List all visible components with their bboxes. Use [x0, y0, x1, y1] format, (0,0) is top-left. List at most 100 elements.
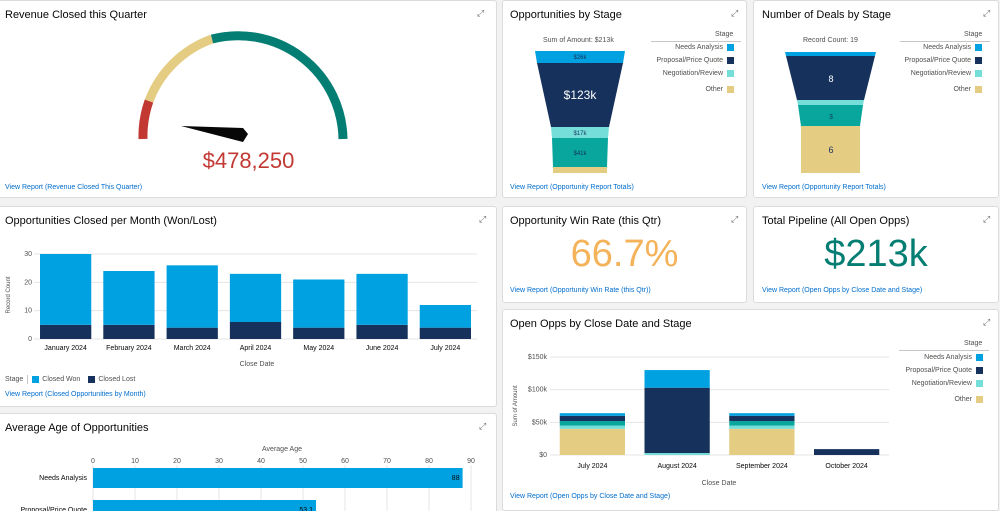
bar-closed-won	[166, 265, 218, 328]
expand-icon[interactable]: ⤢	[983, 8, 991, 18]
opp-stage-legend-title: Stage	[715, 31, 734, 38]
bar-needs-analysis	[729, 413, 795, 416]
x-tick-label: 0	[91, 458, 95, 465]
x-tick-label: 70	[383, 458, 391, 465]
gauge-needle	[181, 126, 248, 142]
funnel-label-other: 6	[828, 145, 833, 155]
legend-item-negotiation[interactable]: Negotiation/Review	[663, 70, 734, 77]
x-axis-title: Close Date	[240, 361, 275, 368]
revenue-value: $478,250	[202, 148, 295, 173]
bar-closed-lost	[166, 327, 218, 339]
revenue-report-link[interactable]: View Report (Revenue Closed This Quarter…	[5, 184, 143, 191]
y-tick-label: 10	[24, 308, 32, 315]
revenue-title: Revenue Closed this Quarter	[5, 9, 147, 21]
closed-month-card: Opportunities Closed per Month (Won/Lost…	[0, 206, 497, 407]
expand-icon[interactable]: ⤢	[479, 214, 487, 224]
funnel-label-teal: 3	[829, 114, 833, 121]
x-axis-title: Close Date	[702, 480, 737, 487]
legend-item-needs-analysis[interactable]: Needs Analysis	[675, 44, 734, 51]
x-tick-label: June 2024	[366, 345, 399, 352]
legend-swatch	[976, 396, 983, 403]
legend-swatch	[88, 376, 96, 383]
expand-icon[interactable]: ⤢	[479, 421, 487, 431]
funnel-label-proposal: $123k	[564, 88, 598, 102]
legend-item-proposal[interactable]: Proposal/Price Quote	[904, 57, 982, 64]
expand-icon[interactable]: ⤢	[477, 8, 485, 18]
open-opps-legend-title: Stage	[964, 340, 983, 347]
x-tick-label: February 2024	[106, 345, 152, 352]
open-opps-chart: Sum of Amount Close Date $0 $50k $100k $150…	[513, 354, 889, 487]
funnel-label-proposal: 8	[828, 74, 833, 84]
revenue-card: Revenue Closed this Quarter ⤢ $478,250 V…	[0, 0, 497, 198]
expand-icon[interactable]: ⤢	[731, 8, 739, 18]
closed-month-report-link[interactable]: View Report (Closed Opportunities by Mon…	[5, 391, 146, 398]
deals-stage-report-link[interactable]: View Report (Opportunity Report Totals)	[762, 184, 886, 191]
y-axis-title: Sum of Amount	[513, 385, 519, 426]
opp-stage-report-link[interactable]: View Report (Opportunity Report Totals)	[510, 184, 634, 191]
x-axis-title: Average Age	[262, 446, 302, 453]
funnel-needs-analysis	[535, 51, 625, 63]
pipeline-title: Total Pipeline (All Open Opps)	[762, 215, 910, 227]
open-opps-report-link[interactable]: View Report (Open Opps by Close Date and…	[510, 493, 671, 500]
expand-icon[interactable]: ⤢	[731, 214, 739, 224]
funnel-label-needs: $26k	[573, 55, 587, 61]
x-tick-label: September 2024	[736, 463, 788, 470]
win-rate-title: Opportunity Win Rate (this Qtr)	[510, 215, 661, 227]
legend-item-other[interactable]: Other	[953, 86, 982, 93]
bar-negotiation-review	[644, 453, 710, 455]
bar-closed-lost	[356, 324, 408, 339]
legend-item-proposal[interactable]: Proposal/Price Quote	[905, 367, 983, 374]
open-opps-card: Open Opps by Close Date and Stage ⤢ Sum …	[502, 309, 999, 511]
deals-stage-subtitle: Record Count: 19	[803, 37, 858, 44]
funnel-proposal	[786, 56, 875, 100]
expand-icon[interactable]: ⤢	[983, 317, 991, 327]
x-tick-label: 20	[173, 458, 181, 465]
closed-month-chart: Record Count Close Date 0 10 20 30 January 2…	[6, 251, 477, 368]
funnel-negotiation	[551, 127, 609, 138]
open-opps-title: Open Opps by Close Date and Stage	[510, 318, 692, 330]
pipeline-report-link[interactable]: View Report (Open Opps by Close Date and…	[762, 287, 923, 294]
closed-month-title: Opportunities Closed per Month (Won/Lost…	[5, 215, 217, 227]
x-tick-label: 60	[341, 458, 349, 465]
bar-proposal-price-quote	[644, 387, 710, 454]
bar-negotiation-review	[729, 425, 795, 429]
bar-needs-analysis	[644, 370, 710, 388]
gauge-yellow-segment	[144, 34, 214, 103]
deals-stage-legend-title: Stage	[964, 31, 983, 38]
bar-avg-age	[93, 468, 463, 488]
bar-other	[729, 428, 795, 455]
legend-swatch	[975, 86, 982, 93]
win-rate-report-link[interactable]: View Report (Opportunity Win Rate (this …	[510, 287, 651, 294]
legend-swatch	[727, 70, 734, 77]
funnel-other	[553, 167, 607, 173]
revenue-gauge	[138, 31, 348, 142]
legend-item-negotiation[interactable]: Negotiation/Review	[912, 380, 983, 387]
y-tick-label: Proposal/Price Quote	[20, 507, 87, 511]
legend-item-needs-analysis[interactable]: Needs Analysis	[924, 354, 983, 361]
legend-item-other[interactable]: Other	[954, 396, 983, 403]
legend-item-other[interactable]: Other	[705, 86, 734, 93]
bar-proposal-price-quote	[559, 415, 626, 422]
legend-item-proposal[interactable]: Proposal/Price Quote	[656, 57, 734, 64]
y-tick-label: 20	[24, 279, 32, 286]
deals-stage-card: Number of Deals by Stage ⤢ Record Count:…	[753, 0, 999, 198]
x-tick-label: March 2024	[174, 345, 211, 352]
funnel-teal	[552, 138, 608, 167]
expand-icon[interactable]: ⤢	[983, 214, 991, 224]
legend-divider	[651, 41, 741, 42]
data-label: 53.1	[299, 507, 313, 511]
legend-item-needs-analysis[interactable]: Needs Analysis	[923, 44, 982, 51]
funnel-label-negotiation: $17k	[573, 131, 587, 137]
y-tick-label: $0	[539, 452, 547, 459]
legend-item-closed-lost[interactable]: Closed Lost	[88, 376, 135, 383]
x-tick-label: April 2024	[240, 345, 272, 352]
bar-closed-won	[103, 271, 155, 325]
legend-divider	[899, 350, 989, 351]
x-tick-label: July 2024	[430, 345, 460, 352]
x-tick-label: 10	[131, 458, 139, 465]
bar-proposal-price-quote	[729, 415, 795, 422]
legend-item-closed-won[interactable]: Closed Won	[32, 376, 80, 383]
legend-item-negotiation[interactable]: Negotiation/Review	[911, 70, 982, 77]
legend-swatch	[976, 354, 983, 361]
y-tick-label: $150k	[528, 354, 548, 361]
